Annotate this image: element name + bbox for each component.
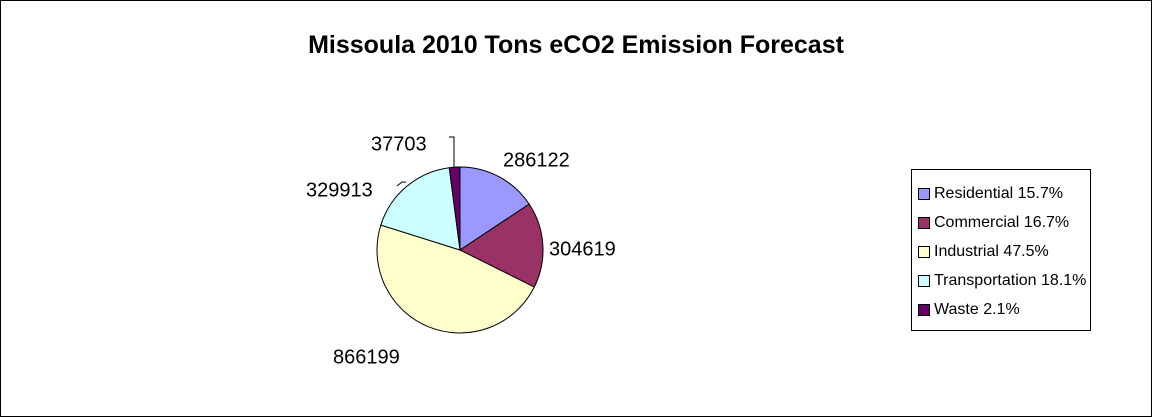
pie-slice-residential bbox=[459, 166, 530, 251]
data-label-transportation: 329913 bbox=[306, 179, 373, 201]
legend-item-transportation: Transportation 18.1% bbox=[918, 266, 1090, 295]
pie-slice-waste bbox=[448, 166, 461, 251]
legend-label: Commercial 16.7% bbox=[934, 213, 1070, 231]
legend-label: Industrial 47.5% bbox=[934, 242, 1049, 260]
pie-slice-industrial bbox=[376, 224, 535, 334]
leader-line-waste bbox=[449, 136, 455, 168]
legend-swatch bbox=[918, 274, 930, 287]
legend-item-commercial: Commercial 16.7% bbox=[918, 208, 1090, 237]
data-label-industrial: 866199 bbox=[333, 346, 400, 368]
legend-label: Residential 15.7% bbox=[934, 184, 1063, 202]
legend-swatch bbox=[918, 187, 930, 200]
legend-label: Waste 2.1% bbox=[934, 300, 1020, 318]
leader-line-transportation bbox=[396, 181, 406, 187]
legend-item-residential: Residential 15.7% bbox=[918, 179, 1090, 208]
legend-swatch bbox=[918, 245, 930, 258]
legend-swatch bbox=[918, 216, 930, 229]
data-label-commercial: 304619 bbox=[549, 238, 616, 260]
legend-item-industrial: Industrial 47.5% bbox=[918, 237, 1090, 266]
pie-slice-commercial bbox=[459, 203, 544, 288]
legend-item-waste: Waste 2.1% bbox=[918, 295, 1090, 324]
pie-slice-transportation bbox=[380, 167, 461, 251]
chart-legend: Residential 15.7% Commercial 16.7% Industr… bbox=[911, 169, 1091, 331]
data-label-waste: 37703 bbox=[371, 133, 427, 155]
legend-swatch bbox=[918, 303, 930, 316]
legend-label: Transportation 18.1% bbox=[934, 271, 1087, 289]
data-label-residential: 286122 bbox=[503, 149, 570, 171]
chart-title: Missoula 2010 Tons eCO2 Emission Forecas… bbox=[308, 31, 844, 59]
